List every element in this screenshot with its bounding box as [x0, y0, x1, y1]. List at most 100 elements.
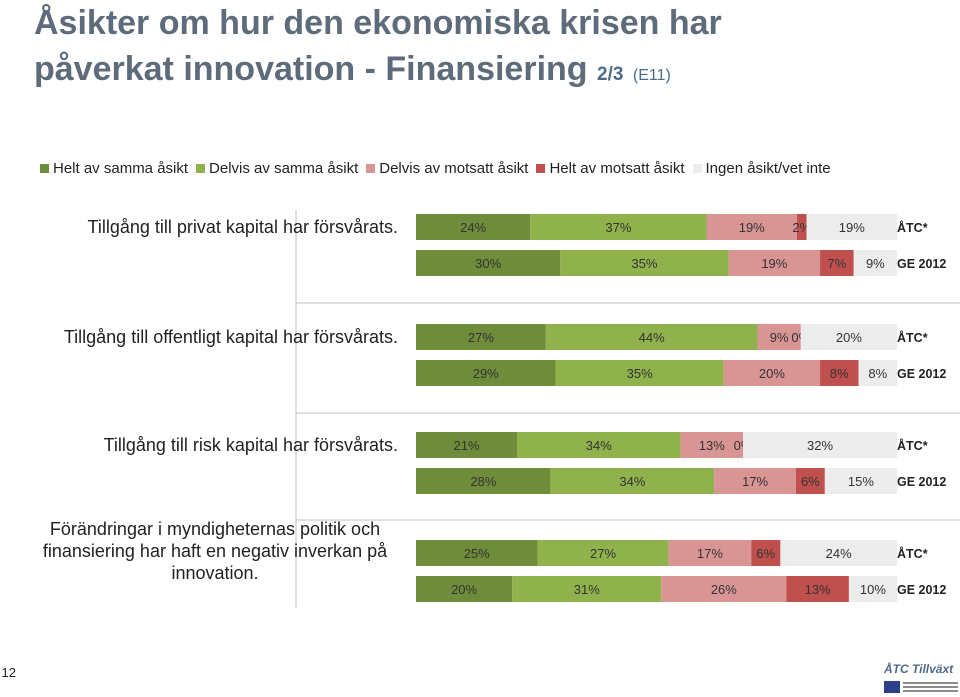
bar-segment	[806, 214, 897, 240]
legend-swatch	[366, 164, 376, 173]
bar-segment	[858, 360, 897, 386]
bar-segment	[560, 250, 729, 276]
bar-segment	[800, 324, 897, 350]
page-title: Åsikter om hur den ekonomiska krisen har…	[34, 0, 934, 99]
data-label: 15%	[848, 474, 874, 489]
bar-series-label: GE 2012	[897, 475, 946, 489]
data-label: 35%	[627, 366, 653, 381]
data-label: 19%	[761, 256, 787, 271]
bar-series-label: GE 2012	[897, 367, 946, 381]
data-label: 44%	[639, 330, 665, 345]
data-label: 32%	[807, 438, 833, 453]
bar-segment	[416, 250, 561, 276]
bar-segment	[714, 468, 796, 494]
data-label: 21%	[453, 438, 479, 453]
category-label: innovation.	[171, 563, 258, 583]
bar-segment	[824, 468, 897, 494]
bar-segment	[416, 324, 546, 350]
legend-swatch	[40, 164, 49, 173]
data-label: 27%	[590, 546, 616, 561]
title-line-1: Åsikter om hur den ekonomiska krisen har	[34, 4, 722, 42]
data-label: 13%	[805, 582, 831, 597]
legend-item: Ingen åsikt/vet inte	[692, 160, 831, 177]
bar-segment	[706, 214, 797, 240]
category-label: finansiering har haft en negativ inverka…	[43, 541, 388, 561]
bar-series-label: GE 2012	[897, 257, 946, 271]
bar-segment	[668, 540, 752, 566]
data-label: 20%	[451, 582, 477, 597]
bar-segment	[820, 250, 854, 276]
bar-segment	[537, 540, 669, 566]
data-label: 6%	[801, 474, 820, 489]
data-label: 13%	[699, 438, 725, 453]
data-label: 17%	[697, 546, 723, 561]
category-label: Förändringar i myndigheternas politik oc…	[50, 519, 380, 539]
data-label: 30%	[475, 256, 501, 271]
legend-label: Ingen åsikt/vet inte	[705, 160, 831, 177]
data-label: 9%	[866, 256, 885, 271]
legend-item: Helt av motsatt åsikt	[536, 160, 685, 177]
bar-segment	[661, 576, 787, 602]
bar-series-label: GE 2012	[897, 583, 946, 597]
bar-segment	[416, 214, 531, 240]
data-label: 20%	[759, 366, 785, 381]
bar-segment	[786, 576, 849, 602]
data-label: 24%	[826, 546, 852, 561]
bar-segment	[550, 468, 715, 494]
bar-segment	[530, 214, 707, 240]
category-label: Tillgång till privat kapital har försvår…	[88, 217, 398, 237]
bar-segment	[728, 250, 821, 276]
logo-text: ÅTC Tillväxt	[884, 662, 954, 676]
bar-series-label: ÅTC*	[897, 220, 928, 235]
data-label: 6%	[756, 546, 775, 561]
title-page-fraction: 2/3	[597, 64, 624, 85]
legend-label: Helt av motsatt åsikt	[549, 160, 685, 177]
bar-segment	[723, 360, 821, 386]
data-label: 28%	[470, 474, 496, 489]
legend-swatch	[536, 164, 546, 173]
data-label: 31%	[574, 582, 600, 597]
data-label: 19%	[839, 220, 865, 235]
bar-segment	[555, 360, 724, 386]
chart-legend: Helt av samma åsikt Delvis av samma åsikt…	[40, 160, 831, 177]
data-label: 27%	[468, 330, 494, 345]
data-label: 24%	[460, 220, 486, 235]
bar-segment	[795, 468, 825, 494]
bar-segment	[751, 540, 781, 566]
bar-segment	[743, 432, 897, 458]
data-label: 25%	[464, 546, 490, 561]
title-line-2: påverkat innovation - Finansiering	[34, 50, 588, 88]
legend-label: Helt av samma åsikt	[53, 160, 189, 177]
bar-segment	[853, 250, 897, 276]
legend-item: Helt av samma åsikt	[40, 160, 188, 177]
bar-segment	[416, 540, 538, 566]
category-label: Tillgång till risk kapital har försvårat…	[104, 435, 398, 455]
data-label: 29%	[473, 366, 499, 381]
bar-series-label: ÅTC*	[897, 546, 928, 561]
bar-segment	[416, 468, 551, 494]
bar-series-label: ÅTC*	[897, 438, 928, 453]
legend-swatch	[196, 164, 206, 173]
bar-series-label: ÅTC*	[897, 330, 928, 345]
data-label: 8%	[868, 366, 887, 381]
eu-flag-icon	[884, 681, 900, 693]
data-label: 9%	[770, 330, 789, 345]
legend-swatch	[692, 164, 702, 173]
bar-segment	[416, 432, 518, 458]
bar-segment	[512, 576, 662, 602]
data-label: 20%	[836, 330, 862, 345]
legend-item: Delvis av motsatt åsikt	[366, 160, 528, 177]
eu-funding-text-graphic	[903, 682, 958, 694]
data-label: 37%	[605, 220, 631, 235]
bar-segment	[848, 576, 897, 602]
bar-segment	[517, 432, 681, 458]
data-label: 10%	[860, 582, 886, 597]
data-label: 7%	[827, 256, 846, 271]
bar-segment	[416, 576, 513, 602]
bar-segment	[545, 324, 758, 350]
data-label: 8%	[830, 366, 849, 381]
data-label: 26%	[711, 582, 737, 597]
page-number: 12	[1, 665, 16, 680]
legend-label: Delvis av samma åsikt	[209, 160, 359, 177]
